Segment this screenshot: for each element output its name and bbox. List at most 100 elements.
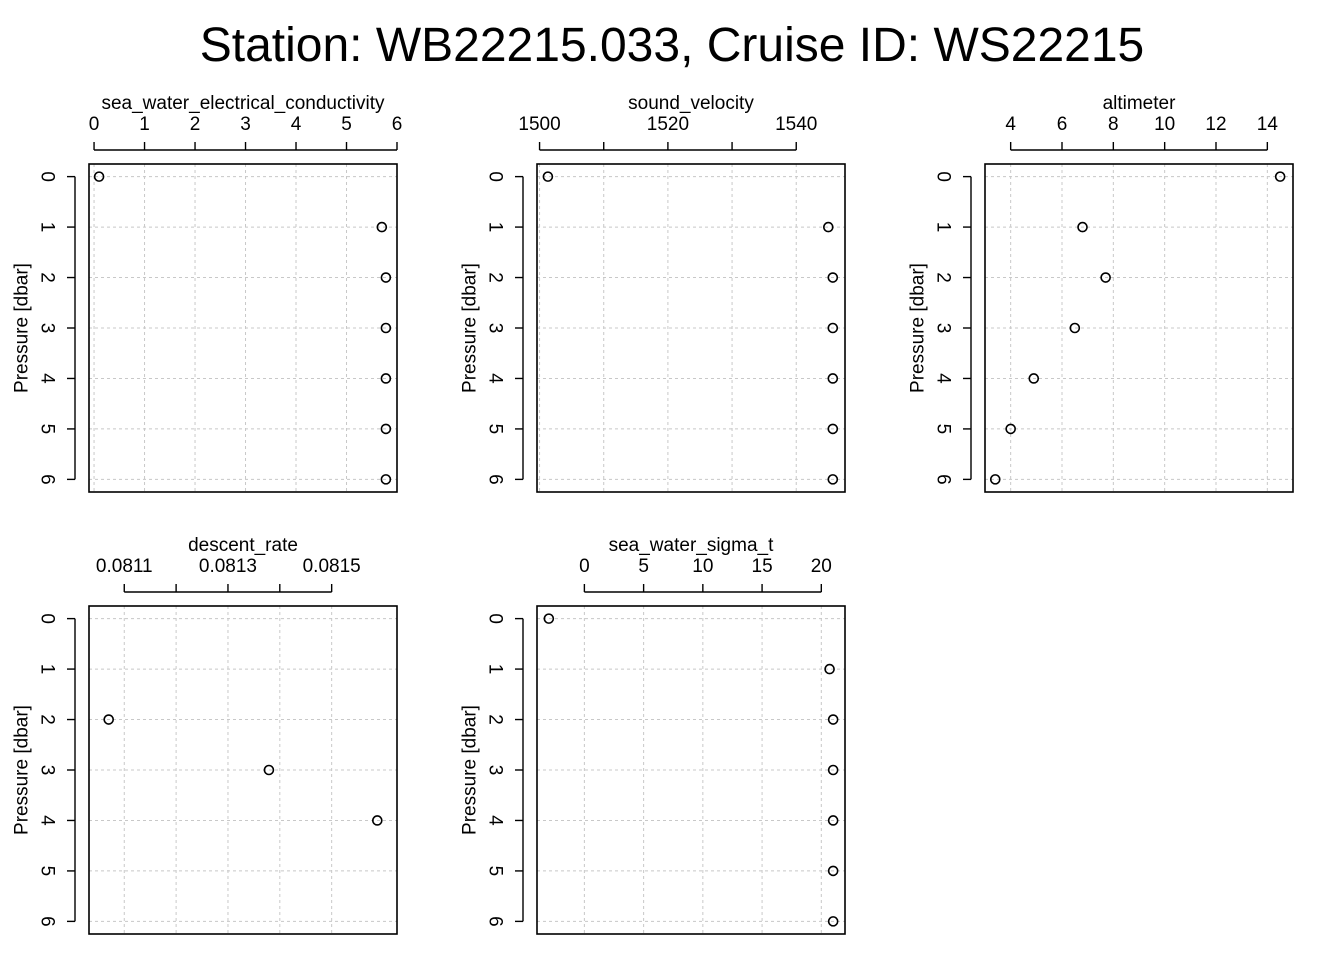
y-tick-label: 3 <box>485 323 506 334</box>
data-point <box>1100 272 1111 283</box>
y-axis-title: Pressure [dbar] <box>12 705 33 835</box>
data-point <box>827 423 839 435</box>
x-tick-label: 5 <box>341 114 352 135</box>
x-tick-label: 1540 <box>775 114 817 135</box>
y-tick-label: 0 <box>37 171 58 182</box>
x-tick-label: 2 <box>190 114 201 135</box>
y-tick-label: 4 <box>37 815 58 826</box>
y-tick-label: 6 <box>485 474 506 485</box>
data-point <box>827 916 839 927</box>
y-axis-title: Pressure [dbar] <box>908 263 929 393</box>
data-point <box>827 373 839 384</box>
panel-title: altimeter <box>1103 93 1177 114</box>
y-tick-label: 2 <box>37 714 58 725</box>
y-tick-label: 2 <box>485 714 506 725</box>
x-tick-label: 0 <box>89 114 100 135</box>
y-tick-label: 2 <box>485 272 506 283</box>
plot-frame <box>984 163 1294 493</box>
data-point <box>989 474 1001 485</box>
plot-frame <box>536 605 846 935</box>
y-tick-label: 5 <box>37 866 58 877</box>
y-tick-label: 2 <box>933 272 954 283</box>
y-tick-label: 1 <box>485 222 506 233</box>
x-tick-label: 4 <box>1005 114 1016 135</box>
y-tick-label: 6 <box>37 916 58 927</box>
x-tick-label: 0.0815 <box>303 556 361 577</box>
y-tick-label: 3 <box>933 323 954 334</box>
y-tick-label: 4 <box>933 373 954 384</box>
data-point <box>380 322 392 334</box>
y-axis-title: Pressure [dbar] <box>460 705 481 835</box>
x-tick-label: 10 <box>1154 114 1175 135</box>
x-tick-label: 1 <box>139 114 150 135</box>
data-point <box>1028 373 1040 384</box>
data-point <box>827 865 839 877</box>
data-point <box>371 815 383 826</box>
data-point <box>380 272 392 283</box>
panel-title: descent_rate <box>188 535 298 556</box>
data-point <box>380 373 392 384</box>
panel-1: 0 1 2 3 4 5 6 sea_water_electrical_conductivity… <box>12 93 402 493</box>
x-tick-label: 0.0813 <box>199 556 257 577</box>
y-tick-label: 0 <box>485 613 506 624</box>
data-point <box>103 714 115 725</box>
x-tick-label: 20 <box>811 556 832 577</box>
y-tick-label: 0 <box>485 171 506 182</box>
y-tick-label: 0 <box>933 171 954 182</box>
data-point <box>1069 322 1081 334</box>
y-tick-label: 1 <box>37 664 58 675</box>
y-tick-label: 2 <box>37 272 58 283</box>
panel-title: sea_water_electrical_conductivity <box>101 93 385 114</box>
y-tick-label: 5 <box>933 424 954 435</box>
x-tick-label: 0.0811 <box>96 556 153 577</box>
data-point <box>542 171 554 182</box>
panel-title: sea_water_sigma_t <box>609 535 774 556</box>
y-tick-label: 1 <box>933 222 954 233</box>
data-point <box>827 764 839 776</box>
y-tick-label: 3 <box>37 323 58 334</box>
x-tick-label: 10 <box>692 556 713 577</box>
y-tick-label: 6 <box>933 474 954 485</box>
panel-2: 1500 1520 1540 sound_velocity 0 1 2 3 4 5 6 Pressur… <box>460 93 846 493</box>
plot-frame <box>536 163 846 493</box>
y-tick-label: 4 <box>37 373 58 384</box>
y-tick-label: 5 <box>37 424 58 435</box>
x-tick-label: 8 <box>1108 114 1119 135</box>
data-point <box>827 322 839 334</box>
plot-frame <box>88 163 398 493</box>
x-tick-label: 5 <box>638 556 649 577</box>
x-tick-label: 0 <box>579 556 590 577</box>
x-tick-label: 1520 <box>647 114 689 135</box>
figure-title: Station: WB22215.033, Cruise ID: WS22215 <box>199 19 1145 72</box>
y-tick-label: 6 <box>485 916 506 927</box>
x-tick-label: 15 <box>752 556 773 577</box>
y-tick-label: 6 <box>37 474 58 485</box>
y-axis-title: Pressure [dbar] <box>12 263 33 393</box>
x-tick-label: 3 <box>240 114 251 135</box>
data-point <box>824 663 835 675</box>
data-point <box>543 613 555 624</box>
x-tick-label: 12 <box>1205 114 1226 135</box>
x-tick-label: 4 <box>291 114 302 135</box>
y-tick-label: 4 <box>485 815 506 826</box>
data-point <box>823 221 834 233</box>
y-tick-label: 0 <box>37 613 58 624</box>
data-point <box>1005 423 1016 435</box>
y-tick-label: 3 <box>37 765 58 776</box>
x-tick-label: 1500 <box>518 114 560 135</box>
x-tick-label: 14 <box>1257 114 1279 135</box>
data-point <box>380 474 392 485</box>
y-tick-label: 5 <box>485 424 506 435</box>
y-tick-label: 1 <box>37 222 58 233</box>
data-point <box>1274 171 1286 182</box>
x-tick-label: 6 <box>1057 114 1068 135</box>
y-tick-label: 3 <box>485 765 506 776</box>
data-point <box>827 272 839 283</box>
data-point <box>827 815 839 826</box>
y-tick-label: 1 <box>485 664 506 675</box>
y-axis-title: Pressure [dbar] <box>460 263 481 393</box>
data-point <box>380 423 392 435</box>
